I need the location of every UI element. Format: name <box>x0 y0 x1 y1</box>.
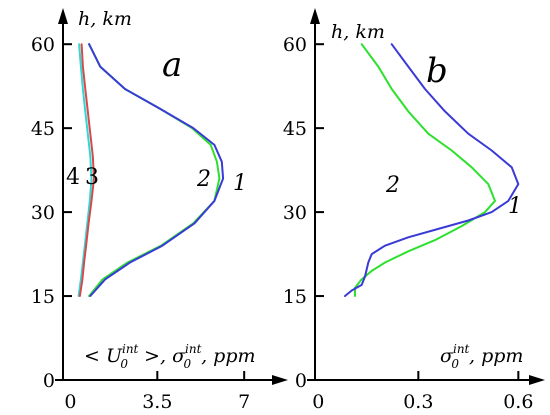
xlabel-a-tail: , ppm <box>201 345 255 367</box>
xlabel-a-sigma: σ <box>172 345 186 367</box>
panel-a-ytick-label-60: 60 <box>31 34 55 56</box>
panel-b-y-axis-label: h, km <box>331 21 385 43</box>
xlabel-a-sigma-sup: int <box>185 342 202 356</box>
panel-b-x-axis-label: σint 0 , ppm <box>440 342 523 371</box>
xlabel-b-sigma-sub: 0 <box>451 357 459 371</box>
panel-a-series-4-line <box>77 43 93 297</box>
panel-a-y-arrow-icon <box>58 8 68 24</box>
curve-label-a-2: 2 <box>196 167 211 192</box>
xlabel-b-sigma-sup: int <box>453 342 470 356</box>
panel-b-series-2-line <box>354 43 496 297</box>
panel-a-ytick-label-0: 0 <box>43 370 55 392</box>
curve-label-a-4: 4 <box>66 165 80 190</box>
panel-b-series-1-line <box>344 43 520 297</box>
panel-b-y-arrow-icon <box>310 8 320 24</box>
panel-b-letter: b <box>426 51 448 91</box>
panel-a-series-3-line <box>78 43 95 297</box>
xlabel-a-u-sup: int <box>122 342 139 356</box>
panel-b-ytick-label-45: 45 <box>283 118 307 140</box>
panel-b-x-arrow-icon <box>529 375 545 385</box>
xlabel-a-sigma-sub: 0 <box>183 357 191 371</box>
panel-a-x-axis-label: < Uint 0 >, σint 0, ppm <box>84 342 256 371</box>
panel-a-y-axis-label: h, km <box>78 8 132 30</box>
panel-b-ytick-label-15: 15 <box>283 286 307 308</box>
panel-b-xtick-label-0.3: 0.3 <box>403 391 433 413</box>
panel-a-x-arrow-icon <box>272 375 288 385</box>
curve-label-a-1: 1 <box>233 171 247 196</box>
xlabel-a-lt: < <box>84 345 106 367</box>
panel-b-xtick-label-0.6: 0.6 <box>503 391 533 413</box>
panel-b-ytick-label-60: 60 <box>283 34 307 56</box>
panel-a-ytick-label-45: 45 <box>31 118 55 140</box>
panel-a-letter: a <box>162 45 182 85</box>
curve-label-b-2: 2 <box>385 173 400 198</box>
curve-label-b-1: 1 <box>508 194 522 219</box>
curve-label-a-3: 3 <box>85 165 99 190</box>
xlabel-a-mid: >, <box>138 345 172 367</box>
xlabel-a-u: U <box>106 345 123 367</box>
panel-a-xtick-label-0: 0 <box>64 391 76 413</box>
panel-a-ytick-label-15: 15 <box>31 286 55 308</box>
panel-b-xtick-label-0: 0 <box>312 391 324 413</box>
panel-a-xtick-label-3.5: 3.5 <box>142 391 172 413</box>
panel-b-ytick-label-0: 0 <box>295 370 307 392</box>
xlabel-b-tail: , ppm <box>469 345 523 367</box>
panel-b-ytick-label-30: 30 <box>283 202 307 224</box>
xlabel-b-sigma: σ <box>440 345 454 367</box>
panel-a-series-1-line <box>88 43 225 297</box>
panel-a-xtick-label-7: 7 <box>238 391 250 413</box>
panel-a-ytick-label-30: 30 <box>31 202 55 224</box>
xlabel-a-u-sub: 0 <box>120 357 128 371</box>
